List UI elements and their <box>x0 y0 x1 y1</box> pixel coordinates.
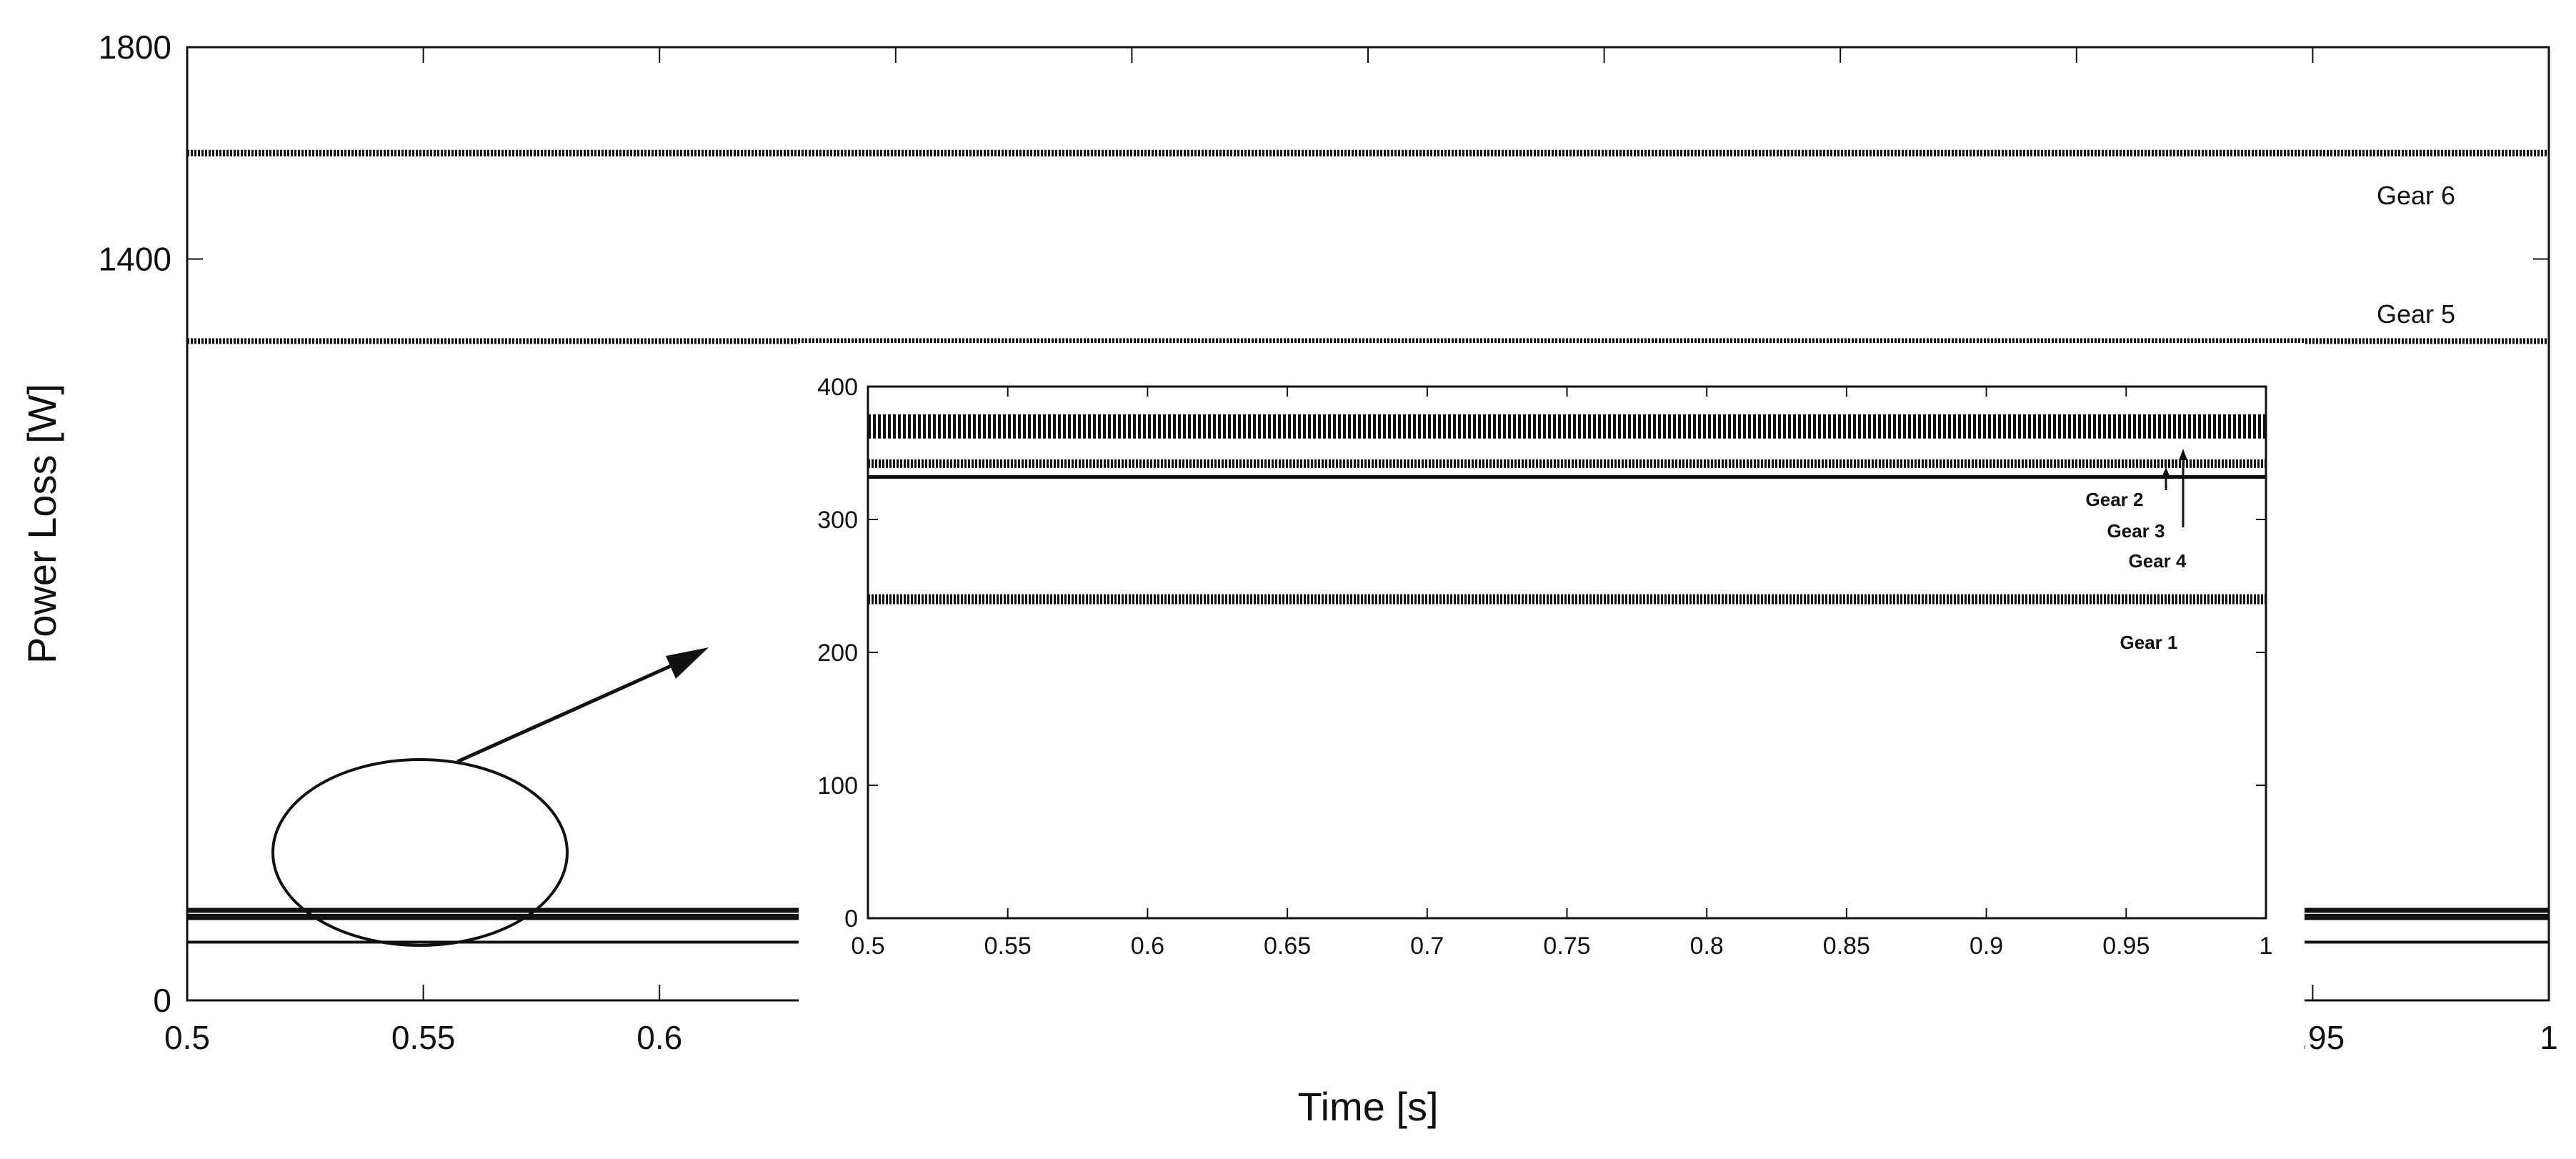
inset-x-tick-label: 0.85 <box>1823 932 1870 960</box>
inset-x-tick-label: 0.95 <box>2102 932 2150 960</box>
gear-5-annotation: Gear 5 <box>2377 299 2455 329</box>
main-y-tick-label: 0 <box>153 982 171 1019</box>
inset-x-tick-label: 0.7 <box>1410 932 1444 960</box>
inset-gear-1-annotation: Gear 1 <box>2120 632 2178 653</box>
inset-y-tick-label: 200 <box>817 640 858 667</box>
inset-x-tick-label: 0.55 <box>984 932 1032 960</box>
main-y-tick-label: 1800 <box>99 29 171 66</box>
inset-x-tick-label: 0.6 <box>1131 932 1164 960</box>
gear-4-pointer-head <box>2179 449 2187 460</box>
inset-y-tick-label: 100 <box>817 772 858 800</box>
inset-ticks <box>867 386 2267 919</box>
inset-y-tick-label: 0 <box>844 905 858 932</box>
zoom-arrow-line <box>456 661 679 764</box>
inset-gear-3-annotation: Gear 3 <box>2107 520 2165 542</box>
inset-x-tick-label: 0.9 <box>1970 932 2003 960</box>
inset-axes: 0.5 0.55 0.6 0.65 0.7 0.75 0.8 0.85 0.9 0.95 1 0 100… <box>817 374 2272 960</box>
main-x-axis-label: Time [s] <box>1297 1084 1438 1129</box>
gear-2-pointer-head <box>2162 467 2170 477</box>
inset-y-tick-label: 400 <box>817 374 858 401</box>
inset-x-tick-label: 0.75 <box>1543 932 1590 960</box>
main-y-tick-label: 1400 <box>99 240 171 277</box>
gear-6-annotation: Gear 6 <box>2377 181 2455 210</box>
inset-x-tick-label: 0.5 <box>851 932 884 960</box>
main-x-tick-label: 0.5 <box>164 1019 210 1056</box>
inset-x-tick-label: 0.65 <box>1264 932 1311 960</box>
inset-x-tick-label: 1 <box>2260 932 2273 960</box>
inset-gear-4-annotation: Gear 4 <box>2129 550 2187 572</box>
inset-x-tick-label: 0.8 <box>1690 932 1724 960</box>
inset-tick-labels: 0.5 0.55 0.6 0.65 0.7 0.75 0.8 0.85 0.9 0.95 1 0 100… <box>817 374 2272 960</box>
main-x-tick-label: 0.6 <box>636 1019 682 1056</box>
main-x-tick-label: 0.55 <box>391 1019 456 1056</box>
zoom-ellipse <box>271 758 569 947</box>
main-x-tick-label: 1 <box>2540 1019 2558 1056</box>
inset-gear-2-annotation: Gear 2 <box>2086 489 2144 510</box>
inset-series <box>868 414 2266 605</box>
zoom-arrow-head <box>666 647 709 679</box>
main-y-axis-label: Power Loss [W] <box>19 384 64 664</box>
inset-y-tick-label: 300 <box>817 507 858 534</box>
